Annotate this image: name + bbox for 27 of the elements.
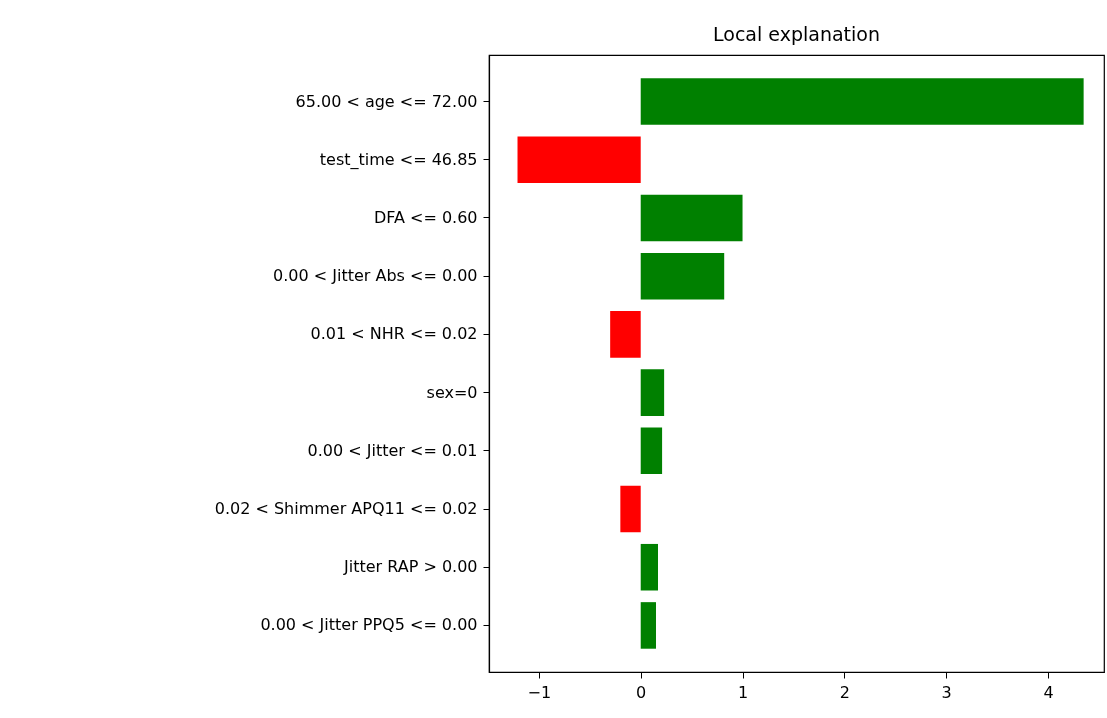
bar [640, 78, 1084, 125]
bar [610, 311, 641, 358]
bar [640, 543, 659, 591]
bar [620, 485, 641, 533]
x-tick-label: 4 [1043, 682, 1054, 702]
y-tick-label: Jitter RAP > 0.00 [343, 557, 478, 577]
bar [640, 369, 665, 416]
x-tick-label: 3 [941, 682, 952, 702]
y-tick-label: 0.00 < Jitter Abs <= 0.00 [273, 266, 478, 286]
x-tick-label: −1 [527, 682, 552, 702]
x-tick-label: 0 [636, 682, 647, 702]
y-tick-label: 65.00 < age <= 72.00 [295, 91, 478, 111]
y-tick-label: 0.02 < Shimmer APQ11 <= 0.02 [214, 499, 478, 519]
y-tick-label: 0.01 < NHR <= 0.02 [310, 324, 478, 344]
x-tick-label: 2 [839, 682, 850, 702]
bar [640, 602, 656, 649]
y-tick-label: sex=0 [426, 382, 478, 402]
y-tick-label: DFA <= 0.60 [373, 207, 478, 227]
chart-title: Local explanation [713, 23, 880, 45]
bar [640, 194, 743, 242]
bar [640, 252, 725, 300]
y-tick-label: 0.00 < Jitter <= 0.01 [307, 440, 478, 460]
x-tick-label: 1 [737, 682, 749, 702]
y-tick-label: test_time <= 46.85 [319, 149, 478, 170]
y-tick-label: 0.00 < Jitter PPQ5 <= 0.00 [260, 615, 478, 635]
bar [640, 427, 663, 475]
bar [517, 136, 641, 184]
